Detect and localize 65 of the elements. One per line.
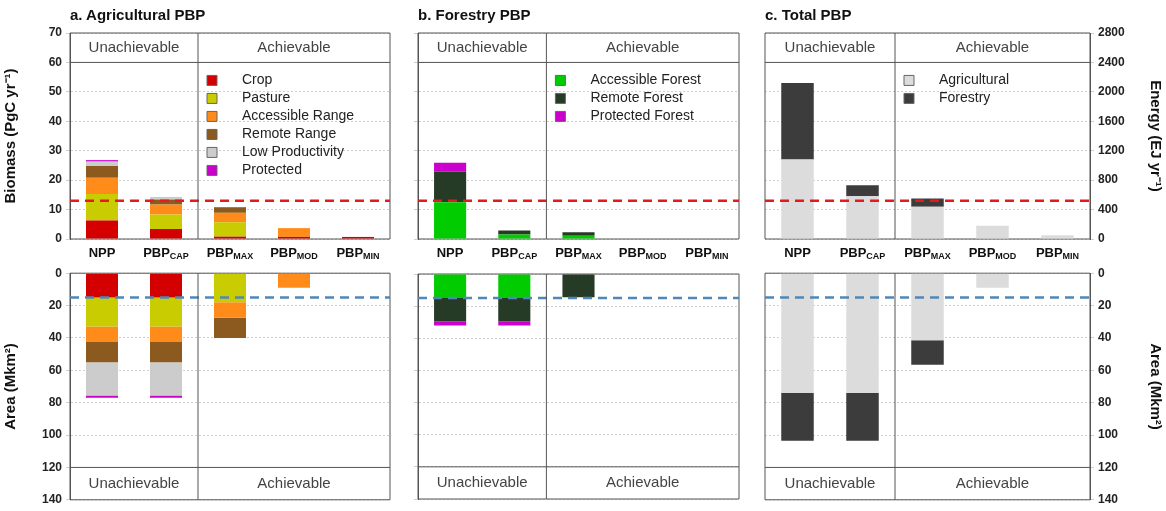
y2-tick-label: 2400 [1098,54,1126,69]
y2-tick-label: 120 [1098,459,1119,474]
legend-label: Low Productivity [242,143,344,160]
chart-title: b. Forestry PBP [418,6,531,24]
y-axis-title: Biomass (PgC yr⁻¹) [1,68,19,204]
annotation: Achievable [955,37,1030,55]
y-tick-label: 10 [48,201,63,216]
y-tick-label: 60 [48,54,63,69]
annotation: Unachievable [88,37,180,55]
y2-tick-label: 800 [1098,172,1119,187]
y2-tick-label: 2800 [1098,25,1126,40]
annotation: Unachievable [436,473,528,491]
y2-tick-label: 2000 [1098,84,1126,99]
y-tick-label: 120 [41,459,63,474]
legend-label: Accessible Forest [590,71,701,88]
legend-label: Accessible Range [242,107,355,124]
y-tick-label: 80 [48,395,63,409]
y2-axis-title: Energy (EJ yr⁻¹) [1147,80,1165,192]
annotation: Achievable [955,473,1030,491]
y-axis-title: Area (Mkm²) [1,343,19,430]
annotation: Unachievable [436,37,528,55]
y-tick-label: 0 [55,265,63,280]
chart-title: a. Agricultural PBP [70,6,206,24]
legend-label: Remote Range [242,125,337,142]
annotation: Unachievable [784,473,876,491]
y2-axis-title: Area (Mkm²) [1147,343,1165,430]
annotation: Achievable [257,473,331,491]
y2-tick-label: 1200 [1098,143,1126,158]
y2-tick-label: 60 [1098,362,1112,377]
x-tick-label: NPP [88,244,116,260]
y2-tick-label: 20 [1098,297,1112,312]
chart-title: c. Total PBP [765,6,852,24]
y2-tick-label: 100 [1098,427,1119,442]
legend-label: Pasture [242,89,291,106]
x-tick-label: NPP [436,244,464,260]
y2-tick-label: 0 [1098,265,1105,280]
y-tick-label: 40 [48,330,63,345]
y2-tick-label: 80 [1098,395,1112,409]
y2-tick-label: 400 [1098,201,1119,216]
y-tick-label: 100 [41,427,63,442]
x-tick-label: NPP [784,244,812,260]
annotation: Unachievable [88,473,180,491]
annotation: Achievable [606,473,680,491]
y-tick-label: 60 [48,362,63,377]
y2-tick-label: 40 [1098,330,1112,345]
y-tick-label: 140 [41,492,63,507]
y-tick-label: 20 [48,297,63,312]
legend-label: Crop [242,71,273,88]
y2-tick-label: 0 [1098,231,1105,246]
y2-tick-label: 140 [1098,492,1119,507]
annotation: Unachievable [784,37,876,55]
y2-tick-label: 1600 [1098,113,1126,128]
y-tick-label: 40 [48,113,63,128]
annotation: Achievable [257,37,331,55]
legend-label: Protected [242,161,302,178]
y-tick-label: 0 [55,231,63,246]
legend-label: Remote Forest [590,89,684,106]
legend-label: Forestry [939,89,991,106]
legend-label: Protected Forest [590,107,694,124]
y-tick-label: 50 [48,84,63,99]
annotation: Achievable [606,37,680,55]
y-tick-label: 70 [48,25,63,40]
y-tick-label: 20 [48,172,63,187]
legend-label: Agricultural [939,71,1010,88]
y-tick-label: 30 [48,143,63,158]
